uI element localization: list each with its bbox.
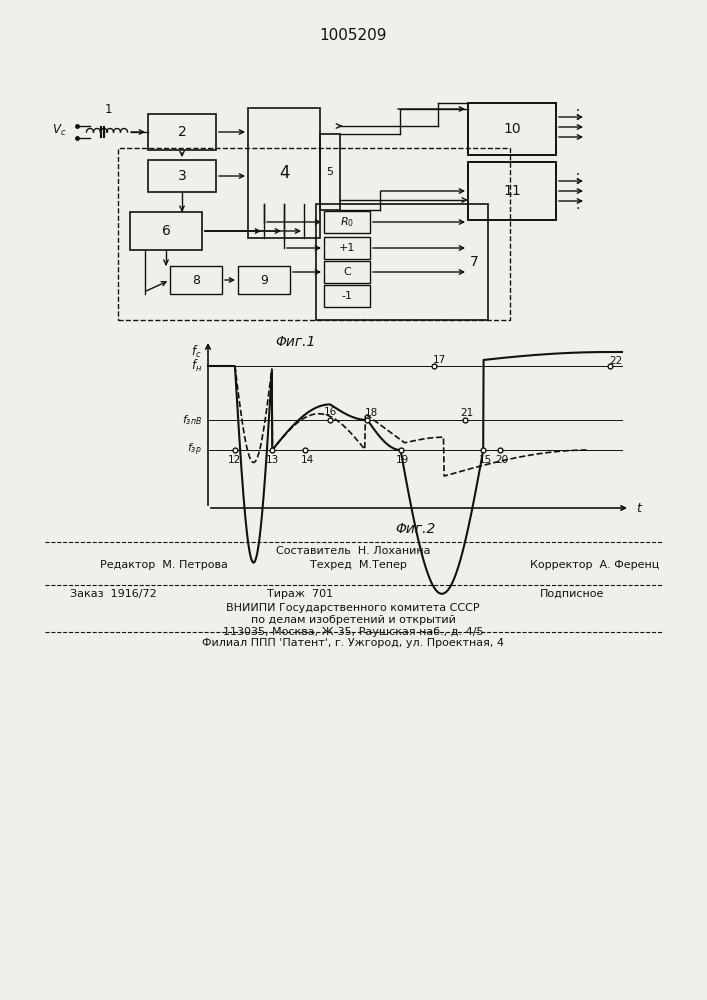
Text: 20: 20 <box>496 455 508 465</box>
Text: 17: 17 <box>433 355 446 365</box>
Text: 18: 18 <box>365 408 378 418</box>
Bar <box>248 108 320 238</box>
Bar <box>130 212 202 250</box>
Text: Корректор  А. Ференц: Корректор А. Ференц <box>530 560 659 570</box>
Text: Φиг.1: Φиг.1 <box>275 335 315 349</box>
Bar <box>170 266 222 294</box>
Bar <box>324 261 370 283</box>
Text: 1: 1 <box>105 103 112 116</box>
Text: $f_c$: $f_c$ <box>192 344 202 360</box>
Text: $t$: $t$ <box>636 502 643 514</box>
Text: Подписное: Подписное <box>540 589 604 599</box>
Bar <box>316 204 488 320</box>
Text: 4: 4 <box>279 164 289 182</box>
Text: +1: +1 <box>339 243 355 253</box>
Text: $R_0$: $R_0$ <box>340 215 354 229</box>
Text: 1005209: 1005209 <box>320 28 387 43</box>
Bar <box>324 285 370 307</box>
Text: ⋅: ⋅ <box>575 202 580 216</box>
Text: 3: 3 <box>177 169 187 183</box>
Bar <box>148 114 216 150</box>
Text: Составитель  Н. Лоханина: Составитель Н. Лоханина <box>276 546 431 556</box>
Text: 9: 9 <box>260 273 268 286</box>
Text: 13: 13 <box>266 455 279 465</box>
Text: C: C <box>343 267 351 277</box>
Text: 15: 15 <box>479 455 492 465</box>
Bar <box>118 148 510 320</box>
Text: 6: 6 <box>162 224 170 238</box>
Text: $f_{зр}$: $f_{зр}$ <box>187 442 202 458</box>
Text: 11: 11 <box>503 184 521 198</box>
Text: Φиг.2: Φиг.2 <box>395 522 436 536</box>
Bar <box>324 237 370 259</box>
Bar <box>238 266 290 294</box>
Text: ⋮: ⋮ <box>571 172 585 186</box>
Text: 22: 22 <box>609 356 622 366</box>
Text: 2: 2 <box>177 125 187 139</box>
Text: 14: 14 <box>300 455 314 465</box>
Text: Тираж  701: Тираж 701 <box>267 589 333 599</box>
Text: 21: 21 <box>460 408 473 418</box>
Bar <box>320 134 340 210</box>
Text: Филиал ППП 'Патент', г. Ужгород, ул. Проектная, 4: Филиал ППП 'Патент', г. Ужгород, ул. Про… <box>202 638 504 648</box>
Bar <box>148 160 216 192</box>
Text: 10: 10 <box>503 122 521 136</box>
Text: Техред  М.Тепер: Техред М.Тепер <box>310 560 407 570</box>
Text: 12: 12 <box>228 455 242 465</box>
Text: 16: 16 <box>324 407 337 417</box>
Bar <box>468 162 556 220</box>
Text: $f_н$: $f_н$ <box>191 358 202 374</box>
Text: $V_c$: $V_c$ <box>52 122 66 138</box>
Bar <box>324 211 370 233</box>
Text: 19: 19 <box>396 455 409 465</box>
Bar <box>468 103 556 155</box>
Text: Редактор  М. Петрова: Редактор М. Петрова <box>100 560 228 570</box>
Text: Заказ  1916/72: Заказ 1916/72 <box>70 589 157 599</box>
Text: 8: 8 <box>192 273 200 286</box>
Text: $f_{зпВ}$: $f_{зпВ}$ <box>182 413 202 427</box>
Text: 113035, Москва, Ж-35, Раушская наб., д. 4/5: 113035, Москва, Ж-35, Раушская наб., д. … <box>223 627 484 637</box>
Text: по делам изобретений и открытий: по делам изобретений и открытий <box>250 615 455 625</box>
Text: 7: 7 <box>469 255 479 269</box>
Text: ВНИИПИ Государственного комитета СССР: ВНИИПИ Государственного комитета СССР <box>226 603 480 613</box>
Text: -1: -1 <box>341 291 353 301</box>
Text: 5: 5 <box>327 167 334 177</box>
Text: ⋮: ⋮ <box>571 108 585 122</box>
